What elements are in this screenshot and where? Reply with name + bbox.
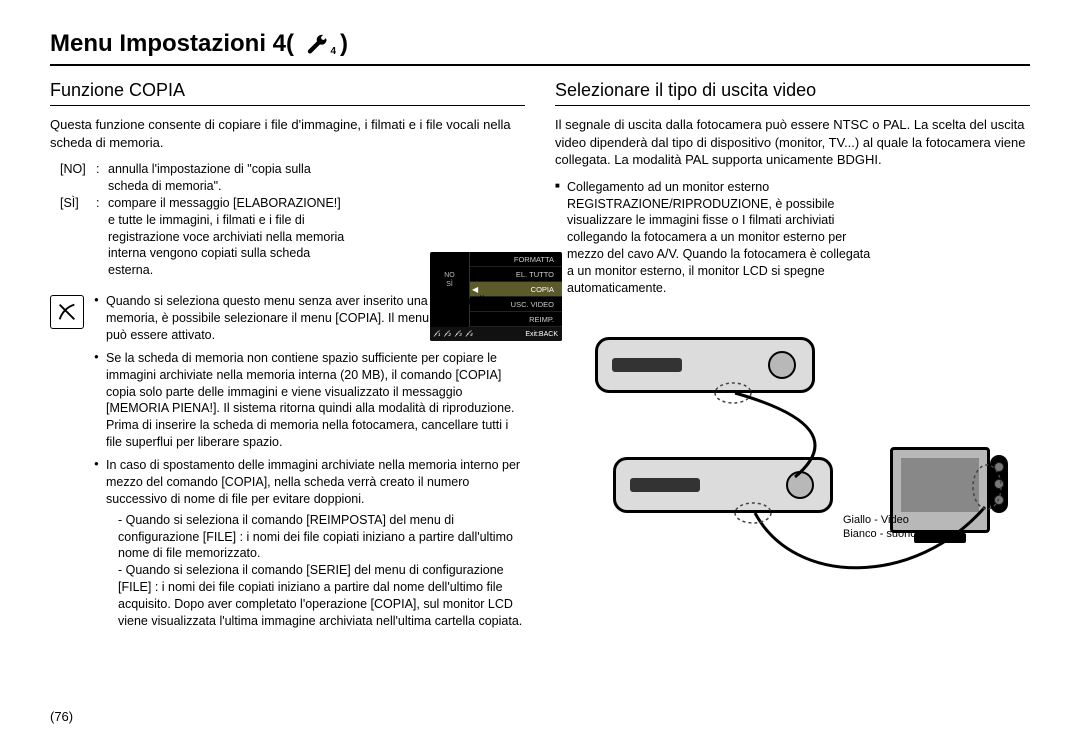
page-number: (76) xyxy=(50,709,73,724)
lcd-side-label: SÌ xyxy=(430,280,469,289)
right-intro: Il segnale di uscita dalla fotocamera pu… xyxy=(555,116,1030,169)
option-key: [NO] xyxy=(60,161,90,195)
lcd-side-label: NO xyxy=(430,271,469,280)
option-sep: : xyxy=(96,195,102,279)
label-white: Bianco - suono xyxy=(843,527,916,541)
option-no: [NO] : annulla l'impostazione di "copia … xyxy=(60,161,350,195)
option-si: [SÌ] : compare il messaggio [ELABORAZION… xyxy=(60,195,350,279)
lcd-menu-item: EL. TUTTO xyxy=(470,267,562,282)
left-intro: Questa funzione consente di copiare i fi… xyxy=(50,116,525,151)
note-subitem: - Quando si seleziona il comando [REIMPO… xyxy=(106,512,525,563)
right-bullet-head: Collegamento ad un monitor esterno xyxy=(555,179,876,196)
option-key: [SÌ] xyxy=(60,195,90,279)
left-column: Funzione COPIA Questa funzione consente … xyxy=(50,80,525,636)
right-heading: Selezionare il tipo di uscita video xyxy=(555,80,1030,106)
title-suffix: ) xyxy=(340,30,348,58)
right-column: Selezionare il tipo di uscita video Il s… xyxy=(555,80,1030,636)
note-item: In caso di spostamento delle immagini ar… xyxy=(94,457,525,630)
note-subitem: - Quando si seleziona il comando [SERIE]… xyxy=(106,562,525,630)
option-sep: : xyxy=(96,161,102,195)
title-text: Menu Impostazioni 4( xyxy=(50,30,294,58)
lcd-footer-exit: Exit:BACK xyxy=(525,331,558,338)
connection-diagram: Giallo - Video Bianco - suono xyxy=(555,327,1030,627)
note-item: Quando si seleziona questo menu senza av… xyxy=(94,293,525,344)
option-val: annulla l'impostazione di "copia sulla s… xyxy=(108,161,350,195)
note-box: Quando si seleziona questo menu senza av… xyxy=(50,293,525,636)
lcd-menu-item: FORMATTA xyxy=(470,252,562,267)
cable-path xyxy=(555,327,1030,627)
option-val: compare il messaggio [ELABORAZIONE!] e t… xyxy=(108,195,350,279)
label-yellow: Giallo - Video xyxy=(843,513,916,527)
note-item: Se la scheda di memoria non contiene spa… xyxy=(94,350,525,451)
color-labels: Giallo - Video Bianco - suono xyxy=(843,513,916,542)
left-heading: Funzione COPIA xyxy=(50,80,525,106)
right-bullet-text: REGISTRAZIONE/RIPRODUZIONE, è possibile … xyxy=(555,196,876,297)
wrench-icon: 4 xyxy=(302,33,332,55)
page-title: Menu Impostazioni 4( 4 ) xyxy=(50,30,1030,66)
note-icon xyxy=(50,295,84,329)
